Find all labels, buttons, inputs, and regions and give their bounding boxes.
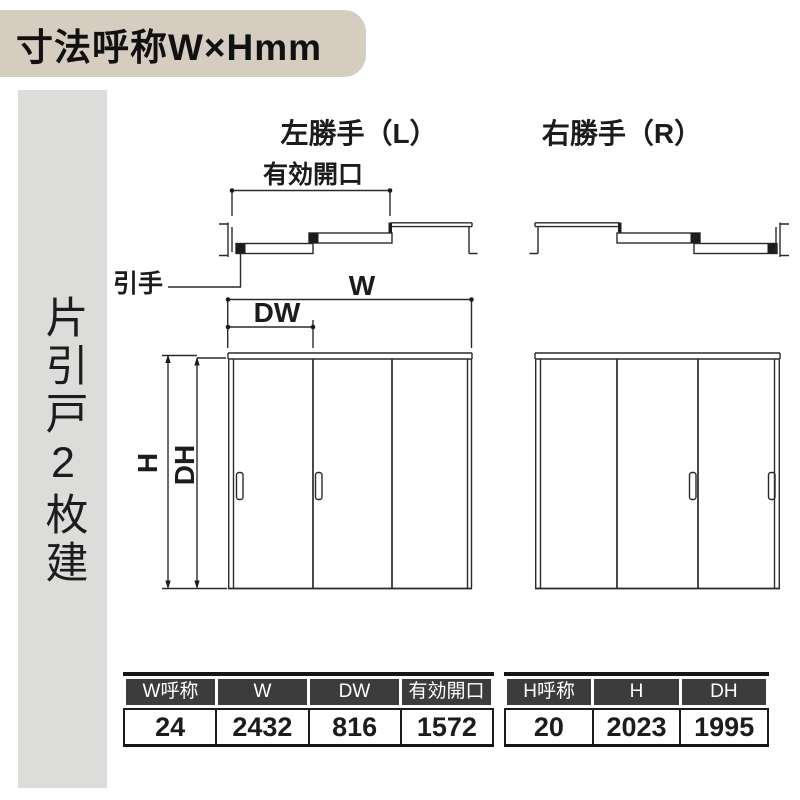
handle-mark-left-rear	[309, 233, 319, 243]
page-title-text: 寸法呼称W×Hmm	[16, 26, 323, 68]
width-table-header-row: W呼称 W DW 有効開口	[123, 676, 494, 710]
width-spec-table: W呼称 W DW 有効開口 24 2432 816 1572	[123, 672, 494, 747]
dimension-effective-opening	[229, 188, 393, 216]
width-table-header: W呼称	[126, 679, 215, 705]
handle-mark-left-front	[236, 243, 246, 254]
elevation-left	[227, 352, 473, 590]
width-table-value: 24	[155, 712, 186, 742]
width-table-header: 有効開口	[402, 679, 491, 705]
height-spec-table: H呼称 H DH 20 2023 1995	[504, 672, 769, 747]
height-table-header-row: H呼称 H DH	[504, 676, 769, 710]
height-table-header: H呼称	[507, 679, 592, 705]
dim-label-h: H	[132, 452, 163, 474]
page-title: 寸法呼称W×Hmm	[0, 10, 366, 77]
plan-view-left	[168, 188, 478, 288]
product-type-bar: 片引戸2枚建	[18, 90, 107, 788]
dimension-dw	[225, 320, 316, 348]
effective-opening-label: 有効開口	[262, 161, 364, 189]
product-type-label: 片引戸2枚建	[39, 295, 87, 588]
width-table-value: 2432	[215, 710, 307, 744]
door-pull-right-1	[688, 471, 697, 501]
handle-mark-right-rear	[690, 233, 700, 243]
width-table-value-row: 24 2432 816 1572	[123, 710, 494, 744]
door-pull-left-2	[314, 471, 323, 501]
plan-view-right	[529, 222, 789, 257]
dimension-h	[162, 354, 227, 590]
height-table-header: DH	[681, 679, 766, 705]
height-table-value: 20	[533, 712, 564, 742]
dim-label-w: W	[348, 270, 376, 301]
door-pull-right-2	[767, 471, 776, 501]
dimension-w	[225, 297, 474, 348]
handle-mark-right-front	[767, 243, 777, 254]
width-table-header: W	[218, 679, 307, 705]
height-table-value: 2023	[591, 710, 680, 744]
plan-left-title: 左勝手（L）	[280, 118, 438, 149]
height-table-value-row: 20 2023 1995	[504, 710, 769, 744]
dim-label-dw: DW	[253, 297, 301, 328]
width-table-value: 816	[307, 710, 400, 744]
width-table-header: DW	[310, 679, 399, 705]
height-table-header: H	[594, 679, 679, 705]
dim-label-dh: DH	[169, 444, 200, 486]
height-table-value: 1995	[679, 710, 767, 744]
elevation-right	[534, 352, 781, 590]
hikite-leader-line	[168, 254, 242, 288]
pull-handle-label: 引手	[112, 270, 164, 298]
door-pull-left-1	[235, 471, 244, 501]
width-table-value: 1572	[399, 710, 492, 744]
plan-right-title: 右勝手（R）	[541, 118, 703, 149]
